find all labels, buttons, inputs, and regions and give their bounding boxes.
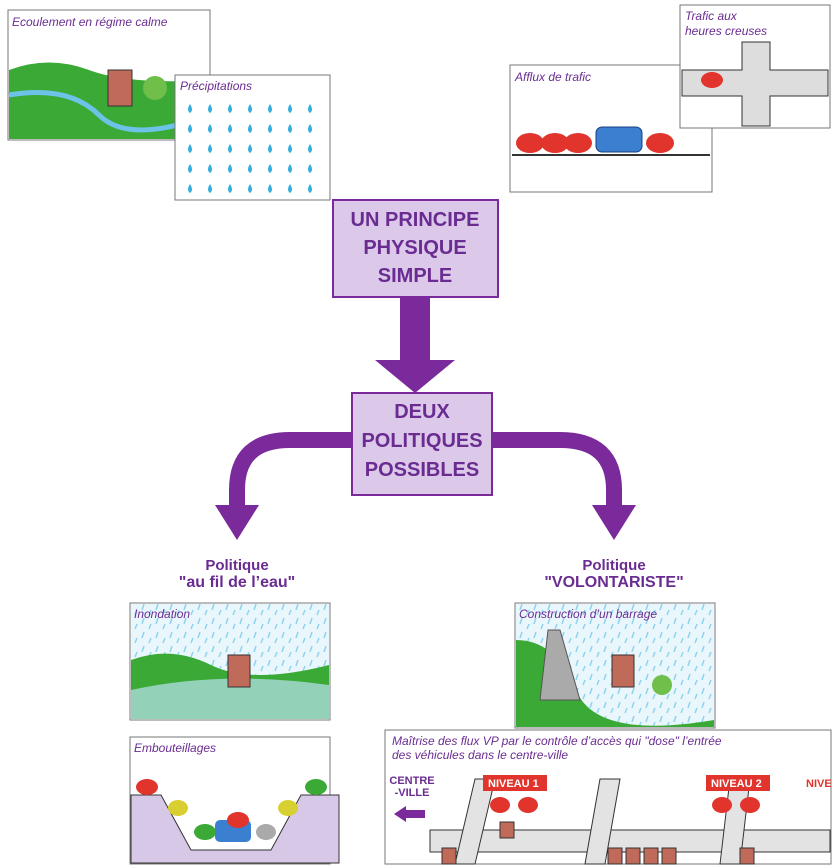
illustration-part bbox=[168, 800, 188, 816]
illustration-part bbox=[518, 797, 538, 813]
panel-title: Construction d’un barrage bbox=[519, 607, 657, 621]
illustration-part bbox=[740, 797, 760, 813]
illustration-part bbox=[740, 848, 754, 864]
panel-title: Ecoulement en régime calme bbox=[12, 15, 168, 29]
illustration-part bbox=[608, 848, 622, 864]
panel-barrage: Construction d’un barrage bbox=[515, 603, 715, 728]
politique-label: Politique bbox=[205, 557, 268, 574]
politique-name: "VOLONTARISTE" bbox=[544, 574, 683, 591]
bus bbox=[596, 127, 642, 152]
diagram: Ecoulement en régime calme Précipitation… bbox=[0, 0, 832, 865]
page: Ecoulement en régime calme Précipitation… bbox=[0, 0, 832, 865]
drops bbox=[180, 95, 325, 195]
illustration-part bbox=[646, 133, 674, 153]
illustration-part bbox=[442, 848, 456, 864]
car bbox=[701, 72, 723, 88]
tree bbox=[652, 675, 672, 695]
arrow-head bbox=[592, 505, 636, 540]
arrow-head bbox=[375, 360, 455, 393]
arrow-left bbox=[237, 440, 352, 507]
house bbox=[108, 70, 132, 106]
politiques-line: DEUX bbox=[394, 401, 450, 423]
level-label: NIVEAU 2 bbox=[711, 778, 762, 790]
illustration-part bbox=[662, 848, 676, 864]
politique-name: "au fil de l’eau" bbox=[179, 574, 296, 591]
illustration-part bbox=[626, 848, 640, 864]
illustration-part bbox=[644, 848, 658, 864]
illustration-part bbox=[490, 797, 510, 813]
house bbox=[228, 655, 250, 687]
panel-title: Afflux de trafic bbox=[514, 70, 591, 84]
level-label: NIVEAU 1 bbox=[488, 778, 539, 790]
illustration-part bbox=[564, 133, 592, 153]
politique-label: Politique bbox=[582, 557, 645, 574]
panel-title: Inondation bbox=[134, 607, 190, 621]
illustration-part bbox=[256, 824, 276, 840]
politiques-line: POLITIQUES bbox=[361, 430, 482, 452]
principe-box: UN PRINCIPE PHYSIQUE SIMPLE bbox=[333, 200, 498, 297]
panel-title: Embouteillages bbox=[134, 741, 216, 755]
panel-title: Précipitations bbox=[180, 79, 252, 93]
panel-precipitations: Précipitations bbox=[175, 75, 330, 200]
arrow-down bbox=[400, 297, 430, 360]
politiques-line: POSSIBLES bbox=[365, 459, 479, 481]
principe-line: SIMPLE bbox=[378, 265, 452, 287]
illustration-part bbox=[136, 779, 158, 795]
illustration-part bbox=[194, 824, 216, 840]
centre-label: CENTRE-VILLE bbox=[389, 775, 434, 799]
arrow-right bbox=[492, 440, 614, 507]
principe-line: PHYSIQUE bbox=[363, 237, 466, 259]
illustration-part bbox=[278, 800, 298, 816]
politiques-box: DEUX POLITIQUES POSSIBLES bbox=[352, 393, 492, 495]
illustration-part bbox=[516, 133, 544, 153]
illustration-part bbox=[305, 779, 327, 795]
house bbox=[612, 655, 634, 687]
illustration-part bbox=[227, 812, 249, 828]
level-label: NIVE bbox=[806, 778, 832, 790]
panel-maitrise: Maîtrise des flux VP par le contrôle d’a… bbox=[385, 730, 832, 864]
arrow-head bbox=[215, 505, 259, 540]
tree bbox=[143, 76, 167, 100]
principe-line: UN PRINCIPE bbox=[351, 209, 480, 231]
panel-inondation: Inondation bbox=[130, 603, 330, 720]
panel-embouteillages: Embouteillages bbox=[130, 737, 339, 864]
illustration-part bbox=[712, 797, 732, 813]
illustration-part bbox=[500, 822, 514, 838]
